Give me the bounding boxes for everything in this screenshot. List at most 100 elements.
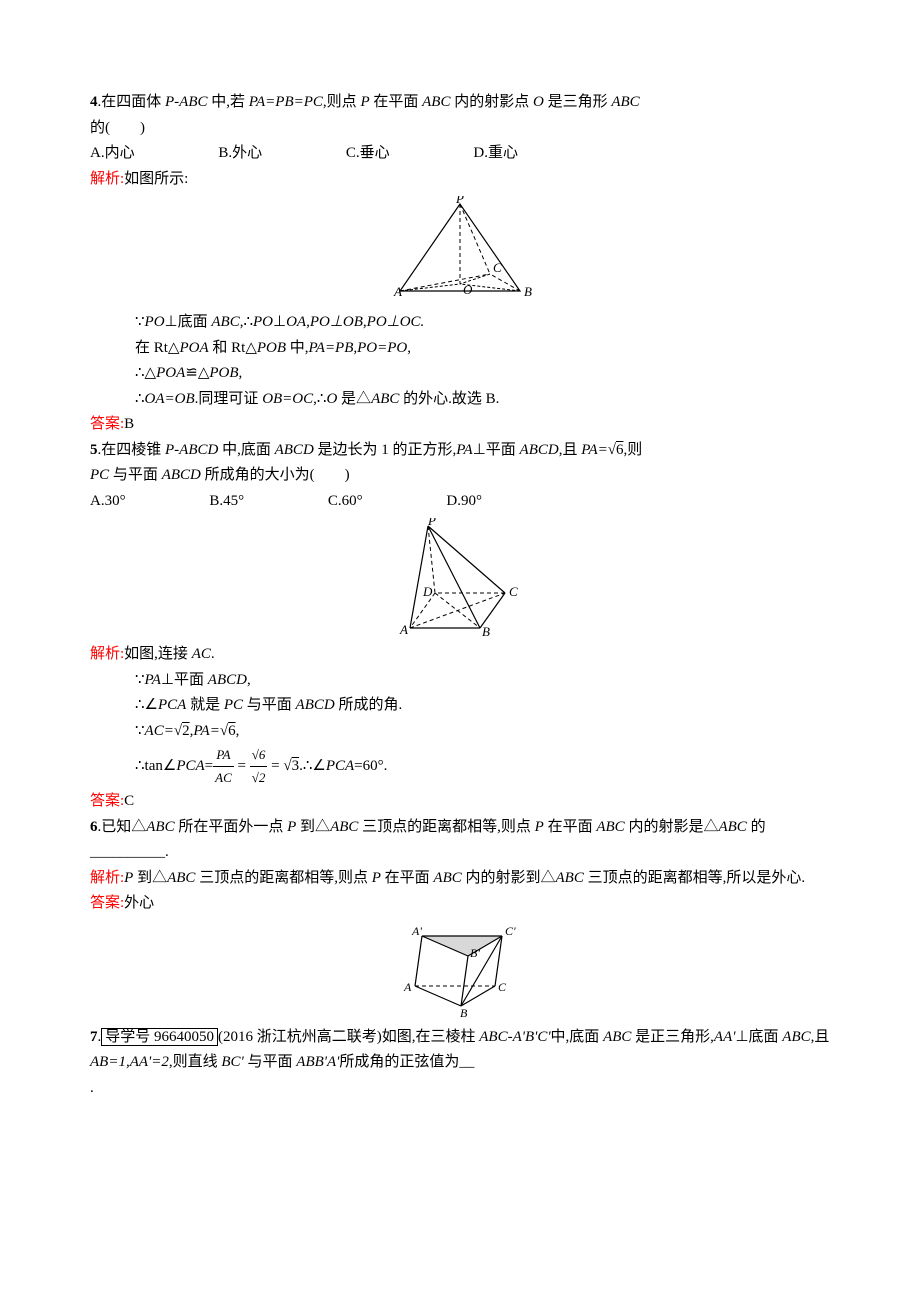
q4-l3b: ≌△: [185, 365, 209, 381]
q6-num: 6: [90, 819, 98, 835]
q7-num: 7: [90, 1029, 98, 1045]
q5-pca: PCA: [158, 697, 186, 713]
q4-l3a: ∴△: [135, 365, 156, 381]
q6-se2: 在平面: [381, 870, 434, 886]
q7-sf: 与平面: [244, 1054, 297, 1070]
q7-abc2: ABC: [782, 1029, 810, 1045]
q6-jc: 内的射影到△: [462, 870, 556, 886]
question-4: 4.在四面体 P-ABC 中,若 PA=PB=PC,则点 P 在平面 ABC 内…: [90, 90, 830, 438]
q4-l2c: 中,: [286, 340, 309, 356]
q6-abc3: ABC: [596, 819, 624, 835]
q6-abc2: ABC: [330, 819, 358, 835]
q5-cd: D.90°: [446, 489, 482, 515]
q5-abcd5: ABCD: [296, 697, 335, 713]
q4-poa: POA: [179, 340, 208, 356]
q5-sqrt6b: √6: [220, 723, 236, 739]
q4-o2: O: [326, 391, 337, 407]
q5-sb: 中,底面: [218, 442, 274, 458]
q5-l4f: =60°.: [354, 758, 387, 774]
q6-p: P: [287, 819, 296, 835]
svg-text:A: A: [403, 980, 412, 994]
q5-ac: AC: [192, 646, 211, 662]
q5-pca2: PCA: [176, 758, 204, 774]
q6-av: 外心: [124, 895, 154, 911]
q5-abcd4: ABCD: [208, 672, 247, 688]
q4-choice-a: A.内心: [90, 141, 135, 167]
q5-l3a: ∵: [135, 723, 145, 739]
q5-cc: C.60°: [328, 489, 363, 515]
q7-sg: 所成角的正弦值为__: [339, 1054, 474, 1070]
q5-sa: 在四棱锥: [101, 442, 165, 458]
q4-po1: PO: [145, 314, 165, 330]
q5-l4c: =: [234, 758, 250, 774]
q7-sb: 是正三角形,: [631, 1029, 714, 1045]
q4-choice-c: C.垂心: [346, 141, 390, 167]
q4-abc4: ABC: [371, 391, 399, 407]
q5-eq1l: PA=: [581, 442, 608, 458]
svg-text:B: B: [460, 1006, 468, 1020]
q4-l4e1: OA=OB: [145, 391, 195, 407]
svg-text:C': C': [505, 924, 516, 938]
q6-abc: ABC: [146, 819, 174, 835]
q5-sf: ,则: [623, 442, 642, 458]
q7-src: (2016 浙江杭州高二联考)如图,在三棱柱: [218, 1029, 479, 1045]
svg-text:B: B: [482, 624, 490, 638]
svg-text:C: C: [498, 980, 507, 994]
q5-pa: PA: [456, 442, 472, 458]
svg-text:A: A: [399, 622, 408, 637]
q4-ans-label: 答案:: [90, 416, 124, 432]
q5-pabcd: P-ABCD: [165, 442, 218, 458]
q5-jl: 解析:: [90, 646, 124, 662]
q6-jd: 三顶点的距离都相等,所以是外心.: [584, 870, 805, 886]
q4-choice-d: D.重心: [473, 141, 518, 167]
q7-aa: AA': [714, 1029, 736, 1045]
q5-proof: ∵PA⊥平面 ABCD, ∴∠PCA 就是 PC 与平面 ABCD 所成的角. …: [90, 668, 830, 790]
q6-ja: 到△: [133, 870, 167, 886]
q6-sc: 到△: [296, 819, 330, 835]
q4-l1b: ⊥底面: [165, 314, 212, 330]
q4-stem-a: 在四面体: [101, 94, 165, 110]
q5-l2b: 就是: [186, 697, 224, 713]
q4-l4d: 是△: [337, 391, 371, 407]
q6-p3: P: [124, 870, 133, 886]
q5-analysis: 解析:如图,连接 AC.: [90, 642, 830, 668]
q5-pa2: PA: [145, 672, 161, 688]
q4-choices: A.内心 B.外心 C.垂心 D.重心: [90, 141, 830, 167]
q7-eq1: AB=1,AA'=2: [90, 1054, 169, 1070]
q4-l4a: ∴: [135, 391, 145, 407]
q4-oa: OA: [286, 314, 306, 330]
svg-text:C: C: [509, 584, 518, 599]
question-7: 7.导学号 96640050(2016 浙江杭州高二联考)如图,在三棱柱 ABC…: [90, 1025, 830, 1102]
q6-sd: 三顶点的距离都相等,则点: [358, 819, 534, 835]
q7-prism: ABC-A'B'C': [479, 1029, 550, 1045]
q4-p: P: [360, 94, 369, 110]
q5-ca: A.30°: [90, 489, 126, 515]
q5-se: ,且: [559, 442, 582, 458]
question-6: 6.已知△ABC 所在平面外一点 P 到△ABC 三顶点的距离都相等,则点 P …: [90, 815, 830, 917]
q4-l1d: ⊥: [273, 314, 286, 330]
q5-cb: B.45°: [209, 489, 244, 515]
q4-l1a: ∵: [135, 314, 145, 330]
q6-abc5: ABC: [167, 870, 195, 886]
q5-s2a: 与平面: [109, 467, 162, 483]
q6-abc7: ABC: [556, 870, 584, 886]
q4-l1r: ,PO⊥OB,PO⊥OC.: [306, 314, 424, 330]
q7-sd: ,且: [811, 1029, 830, 1045]
q5-l4e: .∴∠: [299, 758, 326, 774]
q4-l4b: .同理可证: [195, 391, 263, 407]
q4-l2b: 和 Rt△: [209, 340, 257, 356]
svg-text:A: A: [393, 284, 402, 299]
q4-po2: PO: [253, 314, 273, 330]
q4-abc2: ABC: [611, 94, 639, 110]
q5-l4a: ∴tan∠: [135, 758, 176, 774]
q5-frac1: PAAC: [213, 744, 234, 789]
q4-poa2: POA: [156, 365, 185, 381]
q5-l1a: ∵: [135, 672, 145, 688]
q5-sqrt3: √3: [283, 758, 299, 774]
q6-al: 答案:: [90, 895, 124, 911]
q5-sd: ⊥平面: [473, 442, 520, 458]
q7-sh: .: [90, 1080, 94, 1096]
q5-pca3: PCA: [326, 758, 354, 774]
q7-figure: A' C' B' A C B: [390, 921, 530, 1021]
q5-s2b: 所成角的大小为( ): [201, 467, 350, 483]
